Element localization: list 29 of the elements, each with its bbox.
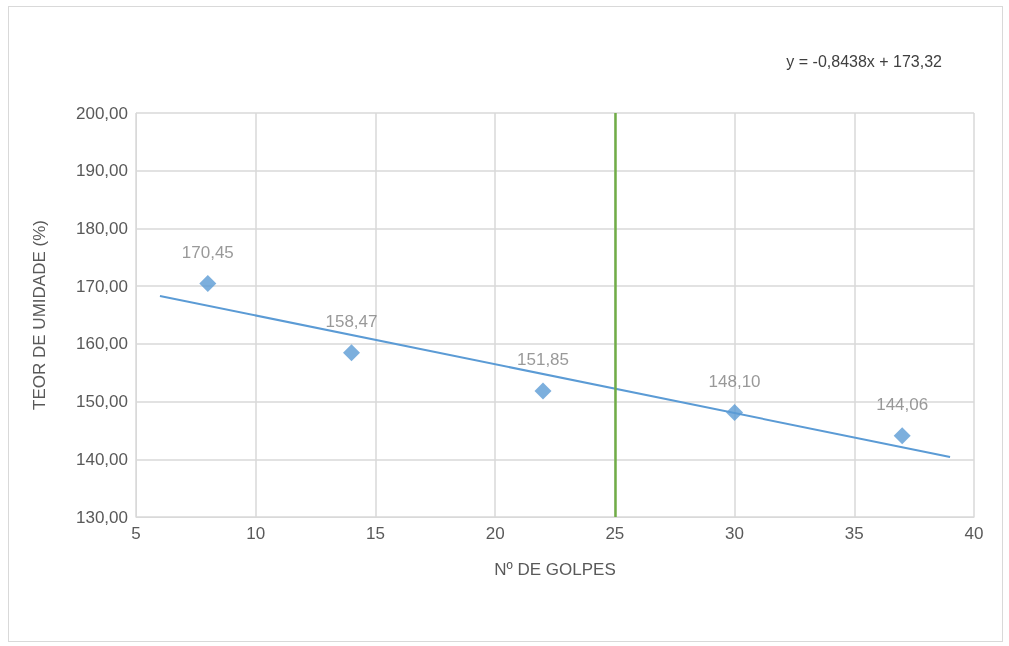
y-tick-label: 130,00 <box>76 507 128 527</box>
y-tick-label: 150,00 <box>76 392 128 412</box>
x-tick-label: 35 <box>844 524 864 543</box>
point <box>199 275 217 293</box>
text: y = -0,8438x + 173,32 <box>786 52 943 70</box>
x-tick-label: 15 <box>365 524 385 543</box>
data-label: 151,85 <box>517 350 570 370</box>
x-tick-label: 5 <box>131 524 141 543</box>
point <box>893 427 911 445</box>
point <box>342 344 360 362</box>
point <box>726 404 744 422</box>
point <box>534 382 552 400</box>
y-tick-label: 200,00 <box>76 103 128 123</box>
x-tick-label: 10 <box>246 524 266 543</box>
data-label: 148,10 <box>708 372 761 392</box>
x-tick-label: 40 <box>964 524 984 543</box>
y-axis-title: TEOR DE UMIDADE (%) <box>30 220 49 410</box>
y-tick-label: 180,00 <box>76 218 128 238</box>
y-tick-label: 140,00 <box>76 449 128 469</box>
data-label: 170,45 <box>181 243 234 263</box>
x-tick-label: 30 <box>725 524 745 543</box>
x-tick-label: 25 <box>605 524 625 543</box>
data-label: 144,06 <box>876 395 929 415</box>
y-tick-label: 190,00 <box>76 161 128 181</box>
x-tick-label: 20 <box>485 524 505 543</box>
y-tick-label: 160,00 <box>76 334 128 354</box>
y-tick-label: 170,00 <box>76 276 128 296</box>
data-label: 158,47 <box>325 312 378 332</box>
x-axis-title: Nº DE GOLPES <box>494 560 616 579</box>
